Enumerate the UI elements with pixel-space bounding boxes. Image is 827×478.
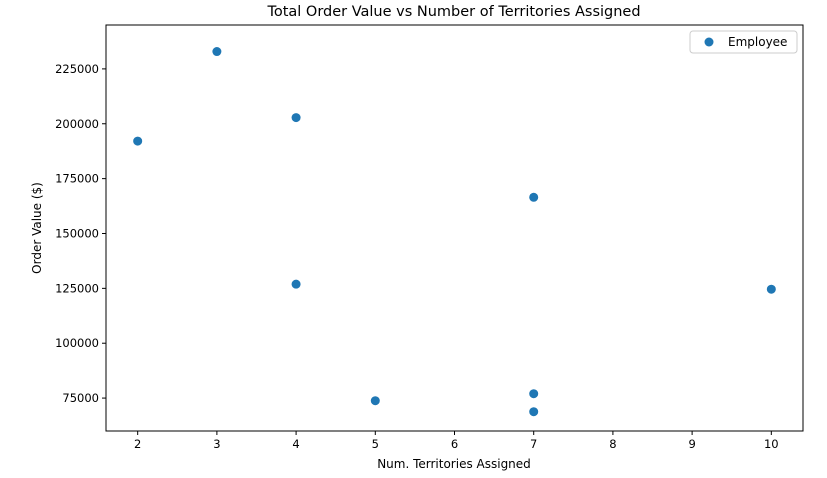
x-axis: 2 3 4 5 6 7 8 9 10 bbox=[134, 431, 779, 451]
legend-marker bbox=[704, 37, 714, 47]
x-tick-label: 3 bbox=[213, 437, 220, 451]
x-tick-label: 4 bbox=[292, 437, 299, 451]
y-tick-label: 200000 bbox=[55, 117, 99, 131]
y-tick-label: 225000 bbox=[55, 62, 99, 76]
x-tick-label: 6 bbox=[451, 437, 458, 451]
plot-area-frame bbox=[105, 24, 804, 432]
data-point bbox=[529, 192, 539, 202]
y-tick-label: 75000 bbox=[62, 391, 99, 405]
data-point bbox=[370, 396, 380, 406]
x-tick-label: 9 bbox=[688, 437, 695, 451]
data-point bbox=[529, 389, 539, 399]
y-tick-label: 125000 bbox=[55, 281, 99, 295]
data-point bbox=[766, 284, 776, 294]
legend-box bbox=[689, 30, 798, 54]
y-axis: 75000 100000 125000 150000 175000 200000 22500… bbox=[55, 62, 106, 405]
data-point bbox=[212, 47, 222, 57]
x-tick-label: 7 bbox=[530, 437, 537, 451]
chart-title: Total Order Value vs Number of Territori… bbox=[266, 4, 640, 20]
x-tick-label: 10 bbox=[764, 437, 779, 451]
data-point bbox=[291, 113, 301, 123]
x-axis-label: Num. Territories Assigned bbox=[377, 457, 531, 471]
y-tick-label: 150000 bbox=[55, 226, 99, 240]
y-axis-label: Order Value ($) bbox=[30, 182, 44, 274]
data-points bbox=[133, 47, 776, 417]
data-point bbox=[133, 136, 143, 146]
x-tick-label: 5 bbox=[372, 437, 379, 451]
legend: Employee bbox=[689, 30, 798, 54]
legend-label: Employee bbox=[728, 35, 787, 49]
data-point bbox=[291, 279, 301, 289]
y-tick-label: 100000 bbox=[55, 336, 99, 350]
x-tick-label: 2 bbox=[134, 437, 141, 451]
y-tick-label: 175000 bbox=[55, 172, 99, 186]
x-tick-label: 8 bbox=[609, 437, 616, 451]
data-point bbox=[529, 407, 539, 417]
